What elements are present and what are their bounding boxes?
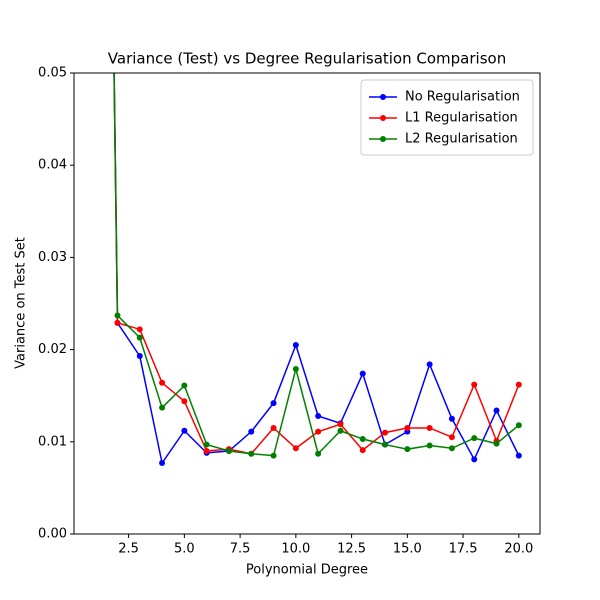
series-line [113, 73, 520, 457]
point [292, 445, 299, 452]
point [136, 326, 143, 333]
point [181, 427, 188, 434]
point [448, 445, 455, 452]
point [448, 434, 455, 441]
point [426, 424, 433, 431]
x-tick-label: 2.5 [118, 542, 139, 557]
point [448, 415, 455, 422]
y-tick-label: 0.04 [38, 158, 67, 173]
point [270, 400, 277, 407]
point [471, 381, 478, 388]
point [382, 429, 389, 436]
point [315, 450, 322, 457]
x-tick-label: 7.5 [230, 542, 251, 557]
point [471, 456, 478, 463]
legend-label: No Regularisation [405, 90, 520, 105]
point [337, 421, 344, 428]
x-tick-label: 15.0 [393, 542, 422, 557]
point [248, 450, 255, 457]
legend-label: L2 Regularisation [405, 132, 518, 147]
y-tick-label: 0.05 [38, 66, 67, 81]
point [337, 427, 344, 434]
point [159, 379, 166, 386]
point [382, 441, 389, 448]
y-tick-label: 0.01 [38, 434, 67, 449]
point [493, 407, 500, 414]
point [159, 460, 166, 467]
point [404, 424, 411, 431]
x-tick-label: 5.0 [174, 542, 195, 557]
y-tick-label: 0.02 [38, 342, 67, 357]
point [270, 424, 277, 431]
point [359, 447, 366, 454]
point [225, 448, 232, 455]
point [159, 404, 166, 411]
legend-label: L1 Regularisation [405, 111, 518, 126]
point [270, 452, 277, 459]
y-tick-label: 0.00 [38, 527, 67, 542]
point [203, 441, 210, 448]
x-tick-label: 17.5 [449, 542, 478, 557]
point [359, 370, 366, 377]
x-axis-label: Polynomial Degree [246, 563, 368, 578]
chart-title: Variance (Test) vs Degree Regularisation… [108, 50, 506, 68]
point [181, 398, 188, 405]
point [136, 353, 143, 360]
point [203, 448, 210, 455]
legend-marker [380, 94, 386, 100]
legend-marker [380, 136, 386, 142]
x-tick-label: 12.5 [337, 542, 366, 557]
x-tick-label: 10.0 [281, 542, 310, 557]
point [292, 365, 299, 372]
point [404, 446, 411, 453]
point [114, 312, 121, 319]
point [181, 382, 188, 389]
point [426, 442, 433, 449]
series-line [113, 73, 520, 455]
point [515, 452, 522, 459]
point [114, 319, 121, 326]
point [493, 440, 500, 447]
series-line [113, 73, 520, 465]
point [359, 436, 366, 443]
x-tick-label: 20.0 [504, 542, 533, 557]
point [426, 361, 433, 368]
point [515, 422, 522, 429]
point [471, 435, 478, 442]
point [248, 428, 255, 435]
legend-marker [380, 115, 386, 121]
y-axis-label: Variance on Test Set [14, 237, 29, 369]
point [315, 412, 322, 419]
point [292, 341, 299, 348]
axes-frame [73, 72, 541, 535]
point [136, 334, 143, 341]
point [315, 428, 322, 435]
plot-area [113, 73, 522, 467]
legend-box [360, 79, 534, 156]
y-tick-label: 0.03 [38, 250, 67, 265]
point [515, 381, 522, 388]
